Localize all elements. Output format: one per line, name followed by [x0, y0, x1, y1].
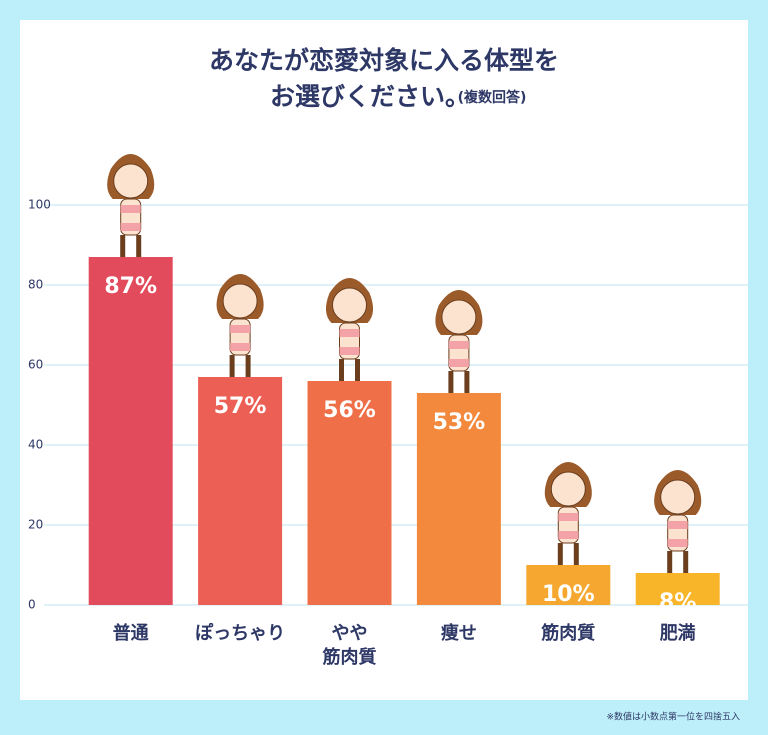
x-tick-label: ぽっちゃり: [195, 623, 286, 644]
figure: [216, 274, 264, 377]
bottom: [230, 343, 251, 351]
footnote: ※数値は小数点第一位を四捨五入: [606, 711, 740, 723]
bar: [416, 393, 501, 605]
value-label: 53%: [433, 410, 486, 435]
subtitle: (複数回答): [458, 89, 527, 106]
top: [667, 521, 688, 529]
figure: [107, 154, 155, 257]
top: [448, 341, 469, 349]
bar: [88, 257, 173, 605]
y-tick-label: 60: [28, 358, 43, 372]
head: [660, 479, 696, 515]
chart-title: お選びください。: [270, 82, 470, 111]
top: [339, 329, 360, 337]
top: [120, 205, 141, 213]
y-tick-label: 40: [28, 438, 43, 452]
x-tick-label: 痩せ: [440, 623, 477, 644]
legs: [120, 235, 142, 257]
legs: [557, 543, 579, 565]
figure: [544, 462, 592, 565]
bar: [526, 565, 611, 605]
figure: [654, 470, 702, 573]
bar: [307, 381, 392, 605]
head: [113, 163, 149, 199]
x-tick-label: 肥満: [659, 623, 696, 644]
top: [558, 513, 579, 521]
bar: [635, 573, 720, 605]
bottom: [339, 347, 360, 355]
head: [550, 471, 586, 507]
legs: [339, 359, 360, 381]
head: [222, 283, 258, 319]
legs: [667, 551, 689, 573]
bottom: [667, 539, 688, 547]
legs: [229, 355, 251, 377]
y-tick-label: 80: [28, 278, 43, 292]
value-label: 56%: [323, 398, 376, 423]
bottom: [558, 531, 579, 539]
top: [230, 325, 251, 333]
legs: [448, 371, 470, 393]
x-tick-label: やや 筋肉質: [322, 623, 377, 668]
y-tick-label: 20: [28, 518, 43, 532]
value-label: 57%: [214, 394, 267, 419]
y-tick-label: 100: [28, 198, 51, 212]
bar: [198, 377, 283, 605]
bottom: [448, 359, 469, 367]
x-tick-label: 筋肉質: [541, 623, 596, 644]
figure: [325, 278, 374, 381]
value-label: 10%: [542, 582, 595, 607]
value-label: 87%: [104, 274, 157, 299]
chart-title: あなたが恋愛対象に入る体型を: [209, 46, 559, 75]
bottom: [120, 223, 141, 231]
head: [441, 299, 477, 335]
x-tick-label: 普通: [112, 623, 149, 644]
head: [332, 287, 367, 323]
y-tick-label: 0: [28, 598, 36, 612]
figure: [435, 290, 483, 393]
value-label: 8%: [659, 590, 696, 615]
